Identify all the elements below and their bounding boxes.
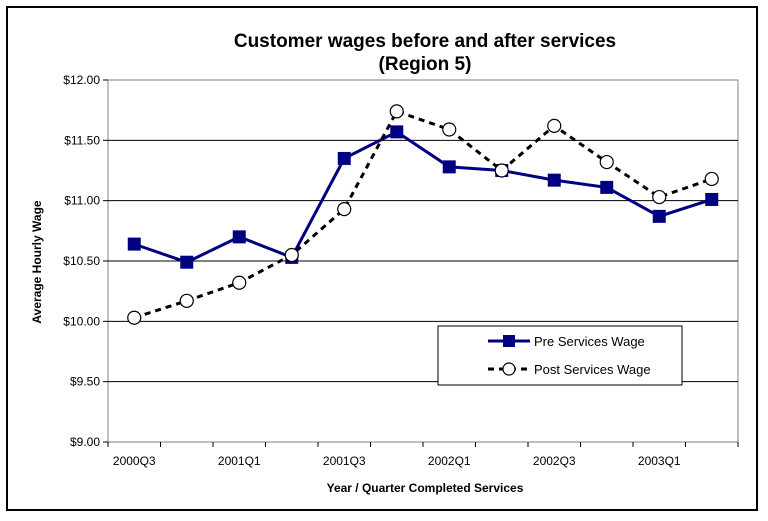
legend-box <box>437 325 683 386</box>
y-tick-label: $11.00 <box>64 194 100 208</box>
x-axis-ticks: 2000Q3 2001Q1 2001Q3 2002Q1 2002Q3 2003Q1 <box>107 442 739 468</box>
data-point <box>337 151 351 165</box>
x-tick-label: 2001Q1 <box>218 454 261 468</box>
data-point <box>600 180 614 194</box>
data-point <box>390 125 404 139</box>
series-line <box>133 109 713 320</box>
legend-marker <box>503 335 515 347</box>
series-line <box>133 130 713 264</box>
data-point <box>337 202 352 217</box>
data-point <box>705 192 719 206</box>
x-axis-label: Year / Quarter Completed Services <box>327 481 524 495</box>
legend-label: Post Services Wage <box>534 362 651 377</box>
legend: Pre Services Wage Post Services Wage <box>437 325 683 386</box>
data-point <box>127 310 142 325</box>
data-point <box>652 209 666 223</box>
data-point <box>179 293 194 308</box>
x-tick-label: 2002Q3 <box>533 454 576 468</box>
y-tick-label: $12.00 <box>63 73 100 87</box>
x-tick-label: 2003Q1 <box>638 454 681 468</box>
data-point <box>284 247 299 263</box>
series-layer <box>127 104 719 325</box>
data-point <box>494 163 509 178</box>
data-point <box>704 171 719 187</box>
data-point <box>127 237 141 251</box>
data-point <box>599 154 614 170</box>
x-tick-label: 2000Q3 <box>113 454 156 468</box>
chart-title: Customer wages before and after services <box>234 31 616 52</box>
data-point <box>442 160 456 174</box>
y-tick-label: $10.00 <box>63 314 100 328</box>
data-point <box>389 104 404 119</box>
y-axis-ticks: $9.00 $9.50 $10.00 $10.50 $11.00 $11.50 $12.00 <box>63 73 108 449</box>
data-point <box>547 118 562 133</box>
data-point <box>652 189 667 205</box>
data-point <box>547 173 561 187</box>
legend-entry: Pre Services Wage <box>488 334 645 349</box>
chart-subtitle: (Region 5) <box>379 54 472 75</box>
series-post-services <box>127 104 719 325</box>
data-point <box>180 255 194 269</box>
legend-label: Pre Services Wage <box>534 334 645 349</box>
x-tick-label: 2001Q3 <box>323 454 366 468</box>
y-axis-label: Average Hourly Wage <box>30 200 44 323</box>
legend-marker <box>502 362 516 376</box>
x-tick-label: 2002Q1 <box>428 454 471 468</box>
data-point <box>232 230 246 244</box>
data-point <box>232 275 247 290</box>
legend-entry: Post Services Wage <box>488 362 651 377</box>
y-tick-label: $10.50 <box>63 254 100 268</box>
y-tick-label: $9.00 <box>70 435 100 449</box>
y-tick-label: $11.50 <box>64 133 100 147</box>
data-point <box>442 122 457 137</box>
y-tick-label: $9.50 <box>70 375 100 389</box>
